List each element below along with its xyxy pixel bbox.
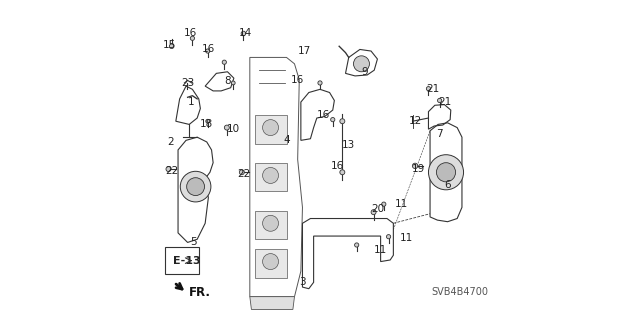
Text: 21: 21 [427,84,440,94]
Text: FR.: FR. [189,286,211,299]
Circle shape [190,36,195,41]
Circle shape [428,155,463,190]
Text: 4: 4 [283,135,290,145]
Circle shape [262,120,278,136]
Circle shape [331,117,335,122]
Circle shape [262,167,278,183]
Bar [255,163,287,191]
Circle shape [353,56,369,72]
Text: 2: 2 [167,137,173,147]
Text: 8: 8 [224,76,231,86]
Circle shape [225,125,229,130]
Text: 11: 11 [399,233,413,243]
Circle shape [231,81,235,85]
Circle shape [180,171,211,202]
Text: 17: 17 [298,46,310,56]
Circle shape [340,119,345,124]
Text: 16: 16 [184,28,197,39]
Bar [255,211,287,239]
Circle shape [355,243,359,247]
Circle shape [426,86,431,91]
Circle shape [438,98,442,103]
Text: 3: 3 [299,277,306,287]
Text: 18: 18 [200,119,213,130]
Text: 1: 1 [188,97,194,107]
Text: 10: 10 [227,124,241,134]
Text: 21: 21 [438,97,451,107]
Text: 16: 16 [291,75,304,85]
Text: 22: 22 [237,169,251,179]
Circle shape [206,119,210,123]
Text: 16: 16 [331,161,344,171]
Circle shape [381,202,386,206]
Text: SVB4B4700: SVB4B4700 [432,287,489,297]
Circle shape [387,234,390,239]
Polygon shape [250,297,294,309]
Circle shape [371,210,376,215]
Circle shape [318,81,322,85]
Text: 16: 16 [317,110,330,120]
Circle shape [262,215,278,231]
Circle shape [166,167,171,172]
Text: 14: 14 [239,28,252,39]
Text: 20: 20 [371,204,384,214]
Circle shape [262,254,278,270]
Text: 13: 13 [342,140,355,150]
Circle shape [187,178,205,196]
Circle shape [340,170,345,175]
Text: 7: 7 [436,129,443,139]
Circle shape [241,31,246,36]
Text: 11: 11 [374,245,387,256]
Text: 15: 15 [163,40,176,50]
Text: 6: 6 [444,180,451,190]
Text: 22: 22 [165,166,179,176]
Text: 5: 5 [191,237,197,248]
Text: E-13: E-13 [173,256,200,266]
Circle shape [205,49,210,53]
Text: 19: 19 [412,164,426,174]
Circle shape [436,163,456,182]
Bar [255,115,287,144]
Circle shape [239,170,244,175]
Circle shape [170,44,174,48]
Text: 12: 12 [409,116,422,126]
Bar [255,249,287,278]
Text: 11: 11 [395,199,408,209]
Text: 16: 16 [202,44,215,55]
Circle shape [412,163,418,168]
Text: 23: 23 [181,78,195,88]
Text: 9: 9 [362,67,368,77]
Circle shape [222,60,227,64]
